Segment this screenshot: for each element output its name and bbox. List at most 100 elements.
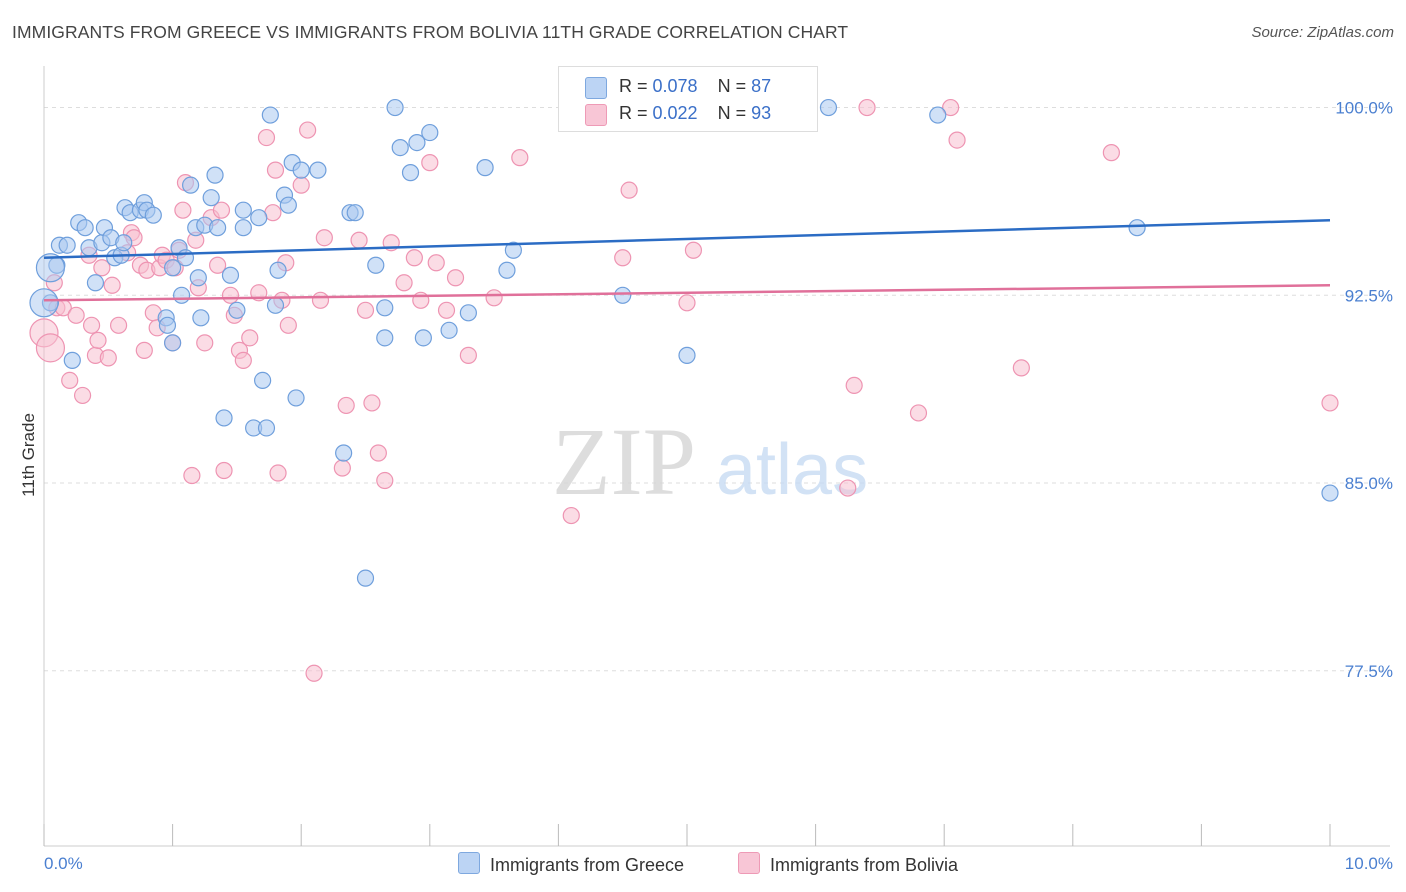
bolivia-point [845, 376, 863, 395]
bolivia-point [315, 229, 333, 247]
watermark: ZIP atlas [552, 408, 868, 515]
bolivia-point [395, 274, 413, 292]
greece-point [58, 236, 76, 254]
greece-point [189, 269, 207, 287]
bolivia-point [103, 276, 121, 294]
source-credit: Source: ZipAtlas.com [1251, 24, 1394, 41]
greece-point [356, 569, 375, 587]
greece-point [76, 219, 94, 237]
greece-swatch [458, 852, 480, 874]
greece-swatch [585, 77, 607, 99]
greece-point [614, 286, 632, 304]
bolivia-point [269, 464, 287, 482]
bolivia-point [299, 121, 317, 139]
greece-point [144, 206, 162, 224]
bolivia-point [511, 149, 529, 167]
greece-point [376, 299, 394, 317]
legend-r-label: R = [619, 76, 653, 96]
bolivia-point [135, 341, 153, 359]
greece-point [202, 189, 220, 207]
greece-point [86, 274, 105, 292]
greece-points [29, 98, 1339, 587]
bolivia-point [562, 506, 580, 525]
greece-point [335, 444, 353, 462]
x-tick-label: 0.0% [44, 854, 83, 873]
bolivia-point [209, 256, 227, 274]
bolivia-point [363, 394, 381, 412]
bolivia-point [292, 176, 310, 194]
bolivia-point [67, 306, 85, 324]
greece-point [209, 219, 227, 237]
greece-point [182, 176, 200, 194]
greece-point [386, 98, 404, 117]
bolivia-point [196, 334, 214, 352]
greece-point [176, 249, 195, 267]
y-tick-label: 92.5% [1345, 286, 1393, 305]
greece-point [257, 419, 276, 437]
greece-point [164, 259, 182, 277]
bolivia-point [620, 181, 638, 199]
bolivia-point [99, 349, 117, 367]
legend-r-value: 0.078 [652, 76, 698, 96]
bolivia-point [93, 259, 111, 277]
bolivia-point [485, 289, 503, 307]
greece-point [279, 196, 297, 214]
bottom-legend-bolivia: Immigrants from Bolivia [738, 852, 958, 876]
greece-point [234, 219, 252, 237]
bolivia-point [337, 396, 355, 415]
greece-point [261, 106, 279, 124]
legend-r-label: R = [619, 103, 653, 123]
greece-point [819, 98, 838, 117]
bolivia-trend-line [43, 284, 1331, 302]
bolivia-point [839, 479, 857, 497]
greece-point [254, 371, 272, 389]
x-tick-label: 10.0% [1345, 854, 1393, 873]
legend-n-label: N = [717, 76, 752, 96]
greece-point [269, 261, 287, 279]
bottom-legend-greece-label: Immigrants from Greece [490, 855, 685, 875]
bolivia-points [29, 98, 1339, 682]
greece-point [29, 288, 59, 318]
bolivia-point [1321, 394, 1339, 412]
greece-point [115, 234, 133, 252]
greece-point [234, 201, 252, 219]
greece-point [206, 166, 224, 184]
greece-point [164, 334, 182, 352]
greece-point [346, 204, 364, 222]
bolivia-point [61, 371, 79, 389]
tick-labels: 100.0% 92.5% 85.0% 77.5% 0.0% 10.0% [44, 99, 1393, 873]
greece-point [250, 209, 268, 227]
greece-point [287, 389, 305, 407]
bolivia-point [241, 329, 259, 347]
bolivia-point [215, 461, 233, 480]
bolivia-point [333, 459, 351, 477]
bolivia-point [942, 98, 960, 117]
bolivia-point [369, 444, 387, 462]
bolivia-point [350, 231, 368, 249]
bolivia-point [1012, 359, 1030, 377]
greece-point [1321, 484, 1339, 502]
bolivia-point [684, 241, 703, 259]
bolivia-point [174, 201, 192, 219]
bolivia-point [305, 664, 323, 682]
greece-point [215, 409, 233, 427]
greece-point [498, 261, 516, 279]
greece-point [401, 164, 420, 182]
chart-title: IMMIGRANTS FROM GREECE VS IMMIGRANTS FRO… [12, 22, 849, 42]
greece-point [63, 351, 81, 369]
legend-r-value: 0.022 [652, 103, 698, 123]
greece-point [309, 161, 327, 179]
bolivia-point [89, 331, 107, 349]
bolivia-point [311, 291, 330, 309]
bolivia-point [909, 404, 928, 422]
bottom-legend-greece: Immigrants from Greece [458, 852, 684, 876]
bolivia-point [257, 128, 276, 147]
greece-point [376, 329, 394, 347]
greece-point [192, 309, 210, 327]
bolivia-point [212, 201, 231, 219]
watermark-atlas: atlas [716, 430, 868, 510]
greece-point [459, 304, 477, 322]
legend-n-label: N = [717, 103, 752, 123]
legend-n-value: 93 [751, 103, 772, 123]
